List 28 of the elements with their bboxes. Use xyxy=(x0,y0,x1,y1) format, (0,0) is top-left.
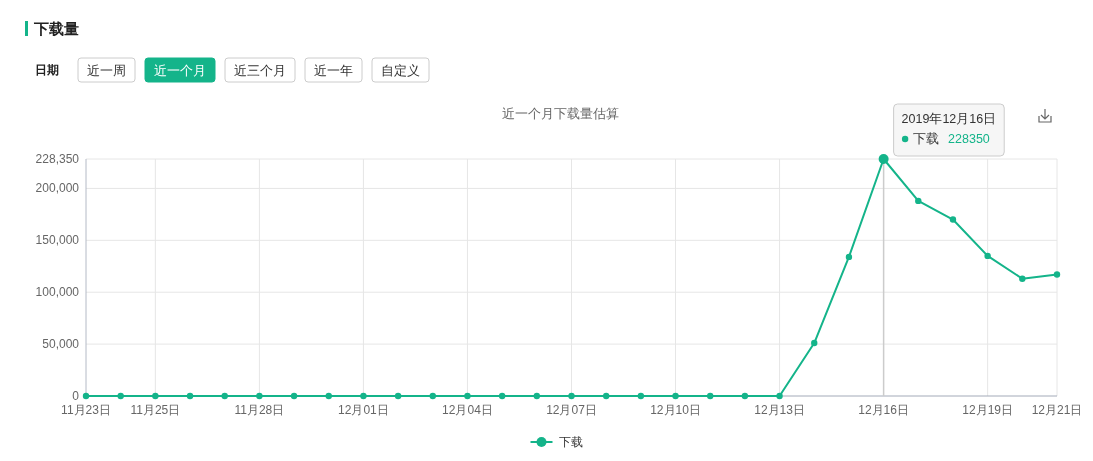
x-tick-label: 12月19日 xyxy=(962,403,1013,417)
chart-title: 近一个月下载量估算 xyxy=(501,106,619,121)
x-tick-label: 12月21日 xyxy=(1031,403,1083,417)
button-label: 近一周 xyxy=(87,63,126,78)
x-tick-label: 12月04日 xyxy=(442,403,493,417)
x-tick-label: 12月10日 xyxy=(650,403,701,417)
x-tick-label: 12月16日 xyxy=(858,403,909,417)
button-label: 近一年 xyxy=(314,63,353,78)
y-tick-label: 100,000 xyxy=(35,285,79,300)
x-tick-label: 11月23日 xyxy=(61,403,111,417)
heading: 下载量 xyxy=(34,20,79,37)
x-tick-label: 12月07日 xyxy=(546,403,597,417)
y-tick-label: 200,000 xyxy=(35,181,79,196)
annotation: 下载 228350 xyxy=(912,132,990,146)
y-tick-label: 228,350 xyxy=(35,152,79,166)
x-tick-label: 11月28日 xyxy=(234,403,285,417)
control-label: 日期 xyxy=(35,63,59,77)
annotation: 2019年12月16日 xyxy=(901,112,997,126)
y-tick-label: 0 xyxy=(72,389,79,403)
y-tick-label: 150,000 xyxy=(35,233,79,248)
y-tick-label: 50,000 xyxy=(42,337,79,352)
x-tick-label: 11月25日 xyxy=(130,403,181,417)
x-tick-label: 12月01日 xyxy=(338,403,389,417)
button-label: 近一个月 xyxy=(154,63,206,78)
button-label: 近三个月 xyxy=(234,63,286,78)
x-tick-label: 12月13日 xyxy=(754,403,805,417)
button-label: 自定义 xyxy=(381,63,420,78)
legend-label: 下载 xyxy=(558,435,583,449)
